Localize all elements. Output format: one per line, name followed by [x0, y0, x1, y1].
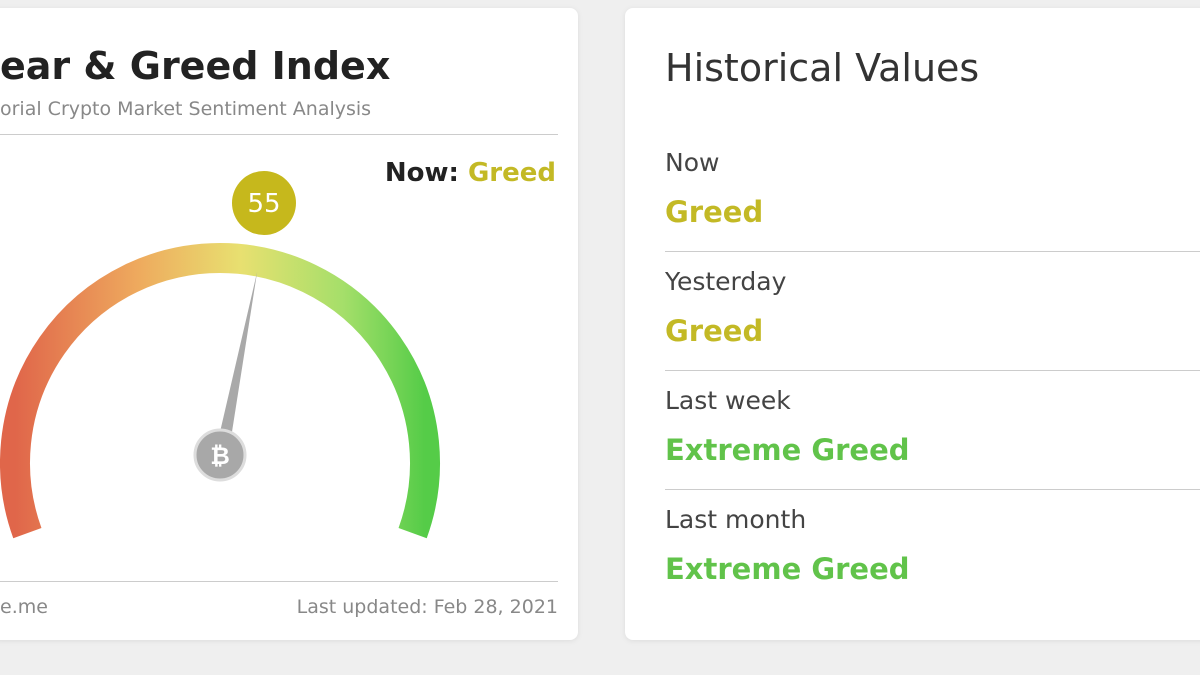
card-title: ear & Greed Index [0, 44, 391, 88]
bitcoin-icon [193, 428, 247, 482]
gauge: 55 ₿ [0, 171, 440, 539]
row-status: Greed [665, 314, 764, 348]
index-card: ear & Greed Index orial Crypto Market Se… [0, 8, 578, 640]
row-label: Last week [665, 386, 791, 415]
value-label: 55 [247, 189, 280, 219]
row-status: Extreme Greed [665, 433, 910, 467]
card-subtitle: orial Crypto Market Sentiment Analysis [0, 98, 372, 120]
gauge-arc [0, 243, 440, 539]
divider [0, 134, 558, 135]
divider [0, 581, 558, 582]
value-bubble [231, 171, 296, 235]
row-status: Extreme Greed [665, 552, 910, 586]
divider [665, 489, 1200, 490]
now-indicator: Now: Greed [385, 158, 556, 188]
gauge-needle [213, 271, 258, 465]
row-label: Now [665, 148, 720, 177]
historical-card: Historical Values Now Greed Yesterday Greed… [625, 8, 1200, 640]
row-label: Last month [665, 505, 807, 534]
now-label: Now: [384, 158, 459, 188]
divider [665, 370, 1200, 371]
bitcoin-symbol: ₿ [210, 442, 230, 470]
divider [665, 251, 1200, 252]
last-updated: Last updated: Feb 28, 2021 [296, 596, 558, 618]
row-label: Yesterday [665, 267, 787, 296]
card-title: Historical Values [665, 46, 980, 90]
row-status: Greed [665, 195, 764, 229]
now-status: Greed [467, 158, 556, 188]
source: e.me [0, 596, 48, 618]
